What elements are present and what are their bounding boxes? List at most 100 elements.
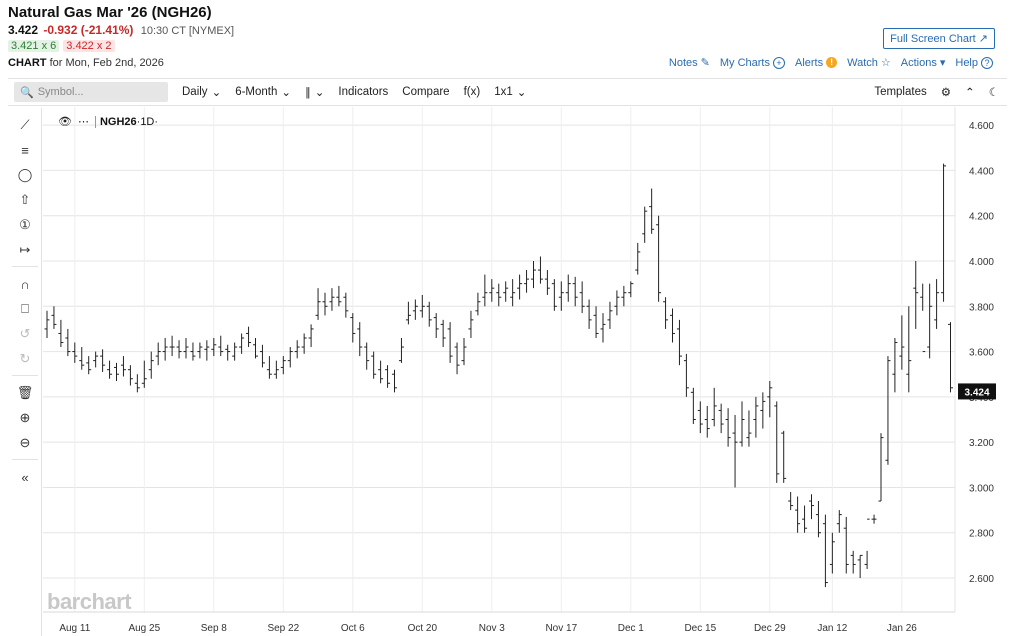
quote-line: 3.422 -0.932 (-21.41%) 10:30 CT [NYMEX]: [8, 23, 234, 37]
y-tick-label: 4.400: [969, 166, 994, 177]
number-icon[interactable]: ①: [19, 217, 31, 232]
ohlc-bar: [934, 279, 940, 329]
bar-type-dropdown[interactable]: ∥ ⌄: [305, 85, 324, 99]
ohlc-bar: [697, 401, 703, 434]
fx-button[interactable]: f(x): [463, 86, 481, 98]
interval-dropdown[interactable]: Daily ⌄: [182, 85, 221, 99]
drawing-toolbar: ⟋ ≡ ◯ ⇧ ① ↦ ∩ ⎕ ↺ ↻ 🗑 ⊕ ⊖ «: [8, 108, 42, 636]
ohlc-bar: [447, 322, 453, 363]
ohlc-bar: [551, 279, 557, 311]
help-link[interactable]: Help?: [955, 56, 993, 69]
magnet-icon[interactable]: ∩: [20, 276, 30, 292]
ohlc-bar: [544, 270, 550, 295]
ohlc-bar: [426, 301, 432, 327]
last-price-label: 3.424: [964, 387, 989, 398]
ohlc-bar-icon: ∥: [305, 87, 311, 99]
x-tick-label: Dec 1: [618, 623, 645, 634]
help-label: Help: [955, 56, 978, 69]
ohlc-bar: [871, 514, 877, 524]
ohlc-bar: [593, 306, 599, 338]
measure-icon[interactable]: ↦: [19, 242, 31, 257]
x-tick-label: Sep 8: [201, 623, 228, 634]
ohlc-bar: [524, 270, 530, 293]
search-placeholder: Symbol...: [37, 86, 84, 98]
ohlc-bar: [308, 324, 314, 348]
arrow-up-icon[interactable]: ⇧: [19, 192, 31, 207]
last-price: 3.422: [8, 23, 39, 37]
ohlc-bar: [183, 337, 189, 359]
moon-icon[interactable]: ☾: [988, 87, 999, 99]
ohlc-bar: [329, 288, 335, 311]
ohlc-bar: [162, 337, 168, 361]
ohlc-bar: [621, 285, 627, 307]
ohlc-bar: [836, 510, 842, 533]
trendline-icon[interactable]: ⟋: [20, 117, 30, 132]
ohlc-bar: [704, 405, 710, 438]
zoom-out-icon[interactable]: ⊖: [19, 435, 31, 450]
alerts-label: Alerts: [795, 56, 824, 69]
x-tick-label: Oct 20: [408, 623, 438, 634]
redo-icon[interactable]: ↻: [19, 351, 31, 366]
y-tick-label: 2.800: [969, 529, 994, 540]
compare-button[interactable]: Compare: [402, 86, 450, 98]
ohlc-bar: [628, 281, 634, 298]
notes-link[interactable]: Notes ✎: [668, 56, 710, 70]
x-tick-label: Dec 29: [754, 623, 786, 634]
ohlc-bar: [51, 306, 57, 329]
collapse-icon[interactable]: «: [21, 469, 29, 485]
ohlc-bar: [79, 347, 85, 370]
ohlc-bar: [454, 342, 460, 375]
interval-label: Daily: [182, 86, 208, 98]
ohlc-bar: [517, 274, 523, 300]
undo-icon[interactable]: ↺: [19, 326, 31, 341]
actions-menu[interactable]: Actions ▾: [901, 56, 946, 70]
x-tick-label: Jan 26: [887, 623, 917, 634]
notes-label: Notes: [668, 56, 698, 69]
chevron-down-icon: ⌄: [314, 87, 325, 99]
ohlc-bar: [440, 319, 446, 348]
ohlc-bar: [746, 410, 752, 447]
watch-link[interactable]: Watch ☆: [847, 56, 891, 70]
symbol-search-input[interactable]: 🔍 Symbol...: [14, 82, 168, 102]
indicators-button[interactable]: Indicators: [338, 86, 389, 98]
ohlc-bar: [572, 276, 578, 307]
price-chart[interactable]: 4.6004.4004.2004.0003.8003.6003.4003.200…: [43, 107, 1000, 636]
chevrons-up-icon[interactable]: ⌃: [965, 87, 975, 99]
ohlc-bar: [405, 301, 411, 325]
templates-button[interactable]: Templates: [874, 86, 927, 98]
zoom-in-icon[interactable]: ⊕: [19, 410, 31, 425]
fib-icon[interactable]: ≡: [21, 142, 29, 158]
ohlc-bar: [211, 337, 217, 357]
layout-dropdown[interactable]: 1x1 ⌄: [494, 85, 526, 99]
ohlc-bar: [795, 496, 801, 533]
ohlc-bar: [774, 401, 780, 483]
price-change: -0.932 (-21.41%): [43, 23, 134, 37]
range-dropdown[interactable]: 6-Month ⌄: [235, 85, 291, 99]
ohlc-bar: [676, 319, 682, 366]
y-tick-label: 4.000: [969, 257, 994, 268]
ohlc-bar: [273, 360, 279, 379]
more-icon[interactable]: ⋯: [77, 116, 89, 128]
ohlc-bar: [468, 310, 474, 338]
ohlc-bar: [537, 256, 543, 284]
shape-icon[interactable]: ◯: [17, 167, 33, 182]
ohlc-bar: [343, 292, 349, 318]
ohlc-bar: [315, 288, 321, 320]
eye-icon[interactable]: 👁: [58, 116, 72, 128]
ohlc-bar: [127, 365, 133, 386]
ohlc-bar: [336, 285, 342, 307]
chevron-down-icon: ⌄: [516, 87, 527, 99]
my-charts-link[interactable]: My Charts +: [720, 56, 785, 69]
ohlc-bar: [364, 342, 370, 370]
ohlc-bar: [635, 242, 641, 275]
caret-down-icon: ▾: [939, 57, 946, 69]
top-links: Notes ✎ My Charts + Alerts! Watch ☆ Actions…: [669, 56, 993, 69]
gear-icon[interactable]: ⚙: [940, 87, 952, 99]
ohlc-bar: [558, 281, 564, 311]
full-screen-chart-button[interactable]: Full Screen Chart ↗: [883, 28, 995, 49]
alerts-link[interactable]: Alerts!: [795, 56, 838, 69]
ohlc-bar: [86, 356, 92, 375]
trash-icon[interactable]: 🗑: [16, 385, 34, 400]
question-icon: ?: [981, 56, 993, 69]
lock-icon[interactable]: ⎕: [21, 301, 29, 316]
